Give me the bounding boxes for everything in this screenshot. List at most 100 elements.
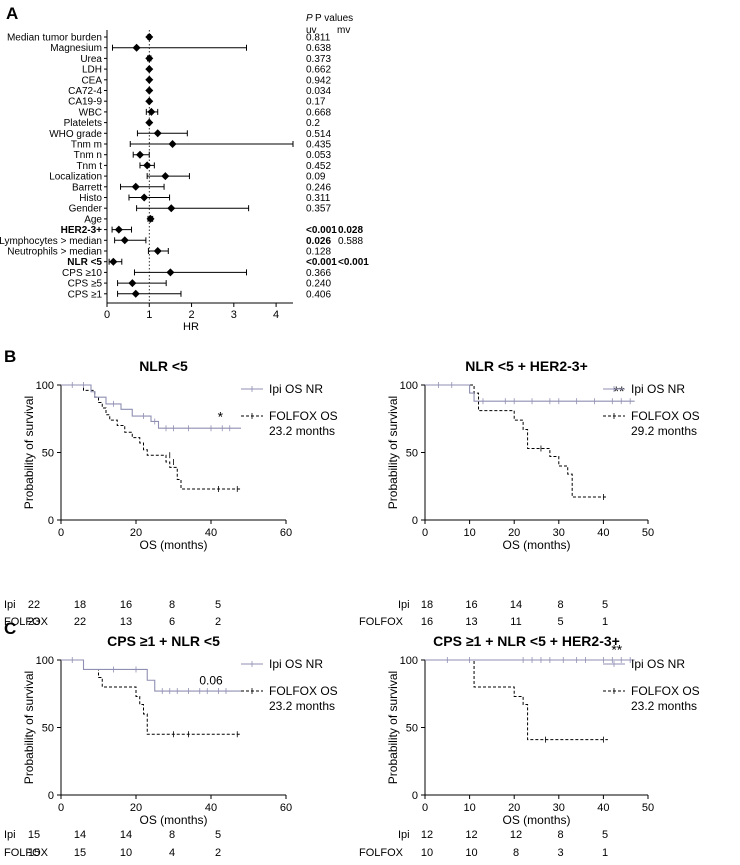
risk-table-folfox-value: 22 xyxy=(74,616,86,628)
forest-row-label: CA72-4 xyxy=(68,86,102,97)
forest-hr-marker xyxy=(135,150,144,159)
forest-row-label: CEA xyxy=(81,75,102,86)
km-x-tick-label: 30 xyxy=(553,527,565,539)
forest-row-label: WBC xyxy=(79,107,102,118)
risk-table-ipi-value: 18 xyxy=(74,599,86,611)
legend-ipi-label: Ipi OS NR xyxy=(631,657,685,671)
forest-row-label: CA19-9 xyxy=(68,97,102,108)
pvalue-uv: 0.034 xyxy=(306,86,331,97)
pvalue-uv: <0.001 xyxy=(306,257,337,268)
forest-hr-marker xyxy=(143,161,152,170)
forest-row-label: CPS ≥1 xyxy=(68,289,103,300)
legend-folfox-median: 23.2 months xyxy=(269,699,335,713)
risk-table-ipi-value: 5 xyxy=(602,829,608,841)
pvalue-uv: 0.435 xyxy=(306,140,331,151)
km-plot-cps1-nlr5: CPS ≥1 + NLR <5 0 50 100 0 20 40 60 OS (months) P… xyxy=(4,633,338,859)
km-significance-annotation: ** xyxy=(614,383,625,399)
risk-table-ipi-value: 22 xyxy=(28,599,40,611)
forest-hr-marker xyxy=(153,247,162,255)
forest-row-label: Tnm t xyxy=(76,161,102,172)
km-x-tick-label: 60 xyxy=(280,802,292,814)
forest-x-axis-label: HR xyxy=(183,321,199,333)
forest-x-tick-label: 4 xyxy=(273,309,279,321)
pvalue-uv: 0.053 xyxy=(306,150,331,161)
forest-row-label: Localization xyxy=(49,172,102,183)
km-title: NLR <5 + HER2-3+ xyxy=(465,358,588,374)
pvalue-uv: 0.366 xyxy=(306,268,331,279)
km-y-tick-label: 50 xyxy=(406,448,418,460)
risk-table-label-folfox: FOLFOX xyxy=(4,616,49,628)
folfox-survival-curve xyxy=(425,659,608,741)
km-significance-annotation: * xyxy=(218,408,224,424)
forest-hr-marker xyxy=(168,140,177,148)
km-x-tick-label: 0 xyxy=(58,802,64,814)
forest-row-label: HER2-3+ xyxy=(61,225,103,236)
legend-folfox-median: 29.2 months xyxy=(631,424,697,438)
panel-label-c: C xyxy=(4,619,16,638)
pvalue-uv: 0.128 xyxy=(306,247,331,258)
km-x-tick-label: 0 xyxy=(422,802,428,814)
km-x-tick-label: 0 xyxy=(58,527,64,539)
pvalue-uv: 0.514 xyxy=(306,129,331,140)
folfox-survival-curve xyxy=(425,384,608,498)
km-y-tick-label: 100 xyxy=(36,655,54,667)
km-y-tick-label: 100 xyxy=(400,655,418,667)
pvalue-uv: 0.240 xyxy=(306,279,331,290)
risk-table-ipi-value: 5 xyxy=(215,829,221,841)
km-y-tick-label: 100 xyxy=(400,380,418,392)
risk-table-folfox-value: 5 xyxy=(557,616,563,628)
legend-folfox-label: FOLFOX OS xyxy=(269,409,338,423)
folfox-survival-curve xyxy=(61,384,241,490)
forest-hr-marker xyxy=(131,182,140,191)
km-x-axis-label: OS (months) xyxy=(139,538,207,552)
pvalue-uv: <0.001 xyxy=(306,225,337,236)
pvalue-mv: 0.588 xyxy=(338,236,363,247)
risk-table-label-folfox: FOLFOX xyxy=(359,847,404,859)
ipi-survival-curve xyxy=(61,384,241,429)
risk-table-folfox-value: 11 xyxy=(510,616,521,628)
forest-x-tick-label: 2 xyxy=(188,309,194,321)
km-x-axis-label: OS (months) xyxy=(139,813,207,827)
pvalue-uv: 0.357 xyxy=(306,204,331,215)
risk-table-folfox-value: 1 xyxy=(602,847,608,859)
pvalue-uv: 0.373 xyxy=(306,54,331,65)
pvalue-uv: 0.026 xyxy=(306,236,331,247)
risk-table-folfox-value: 15 xyxy=(28,847,40,859)
km-x-tick-label: 20 xyxy=(130,527,142,539)
risk-table-ipi-value: 12 xyxy=(510,829,522,841)
forest-hr-marker xyxy=(145,75,154,84)
forest-row-label: Histo xyxy=(79,193,102,204)
km-x-tick-label: 20 xyxy=(508,527,520,539)
forest-row-label: Urea xyxy=(80,54,102,65)
risk-table-label-folfox: FOLFOX xyxy=(359,616,404,628)
risk-table-folfox-value: 10 xyxy=(465,847,477,859)
km-x-tick-label: 20 xyxy=(508,802,520,814)
legend-ipi-label: Ipi OS NR xyxy=(631,382,685,396)
risk-table-folfox-value: 23 xyxy=(28,616,40,628)
km-x-axis-label: OS (months) xyxy=(502,538,570,552)
km-title: NLR <5 xyxy=(139,358,188,374)
risk-table-folfox-value: 8 xyxy=(513,847,519,859)
risk-table-folfox-value: 2 xyxy=(215,847,221,859)
pvalue-uv: 0.406 xyxy=(306,289,331,300)
forest-hr-marker xyxy=(153,129,162,138)
pvalue-header-p: P xyxy=(306,13,313,24)
forest-row-label: Magnesium xyxy=(50,43,102,54)
km-significance-annotation: 0.06 xyxy=(199,673,223,687)
km-plot-cps1-nlr5-her2: CPS ≥1 + NLR <5 + HER2-3+ 0 50 100 0 10 20 30 40… xyxy=(359,633,700,859)
pvalue-uv: 0.09 xyxy=(306,172,326,183)
risk-table-ipi-value: 16 xyxy=(465,599,477,611)
forest-row-label: CPS ≥10 xyxy=(62,268,102,279)
panel-label-b: B xyxy=(4,347,16,366)
forest-row-label: Tnm m xyxy=(71,140,102,151)
forest-row-label: Gender xyxy=(69,204,103,215)
km-x-tick-label: 50 xyxy=(642,802,654,814)
risk-table-ipi-value: 8 xyxy=(557,599,563,611)
forest-row-label: Lymphocytes > median xyxy=(0,236,102,247)
legend-folfox-median: 23.2 months xyxy=(631,699,697,713)
forest-hr-marker xyxy=(132,43,141,52)
risk-table-label-ipi: Ipi xyxy=(398,829,410,841)
pvalue-header: P values xyxy=(315,13,353,24)
risk-table-folfox-value: 1 xyxy=(602,616,608,628)
